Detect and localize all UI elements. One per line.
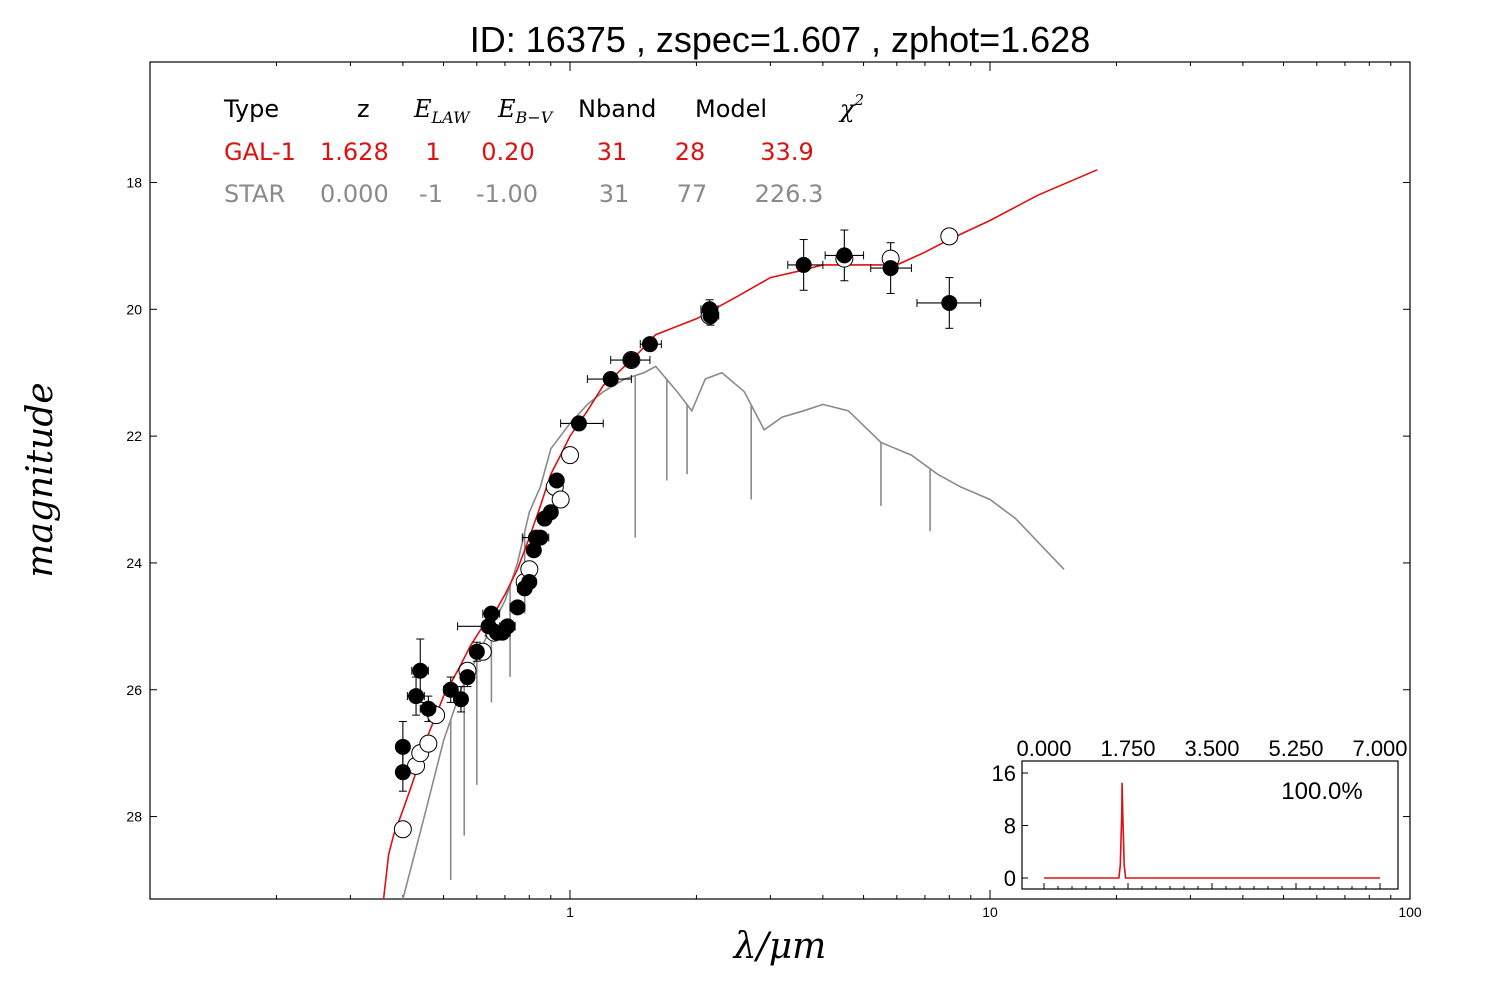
fit-table: Type z ELAW EB−V Nband Model χ2 GAL-1 1.… <box>223 91 864 208</box>
observed-point <box>570 415 587 432</box>
observed-point <box>882 260 899 277</box>
inset-x-tick-label: 3.500 <box>1184 736 1239 761</box>
y-axis-label: magnitude <box>20 382 61 577</box>
observed-point <box>941 294 958 311</box>
observed-point <box>623 352 640 369</box>
x-axis-label: λ/μm <box>732 926 826 967</box>
inset-x-tick-label: 7.000 <box>1352 736 1407 761</box>
inset-x-tick-label: 1.750 <box>1100 736 1155 761</box>
error-bars <box>398 229 982 792</box>
y-tick-label: 24 <box>126 555 142 571</box>
inset-axes: 0.000 1.750 3.500 5.250 7.000 0 8 16 <box>992 736 1408 891</box>
gal-chi2: 33.9 <box>760 138 813 166</box>
observed-point <box>420 700 437 717</box>
table-header-z: z <box>357 95 370 123</box>
observed-point <box>602 371 619 388</box>
observed-point <box>641 336 658 353</box>
observed-point <box>509 599 526 616</box>
observed-point <box>408 688 425 705</box>
model-photometry-points <box>393 227 959 839</box>
model-point <box>419 734 438 753</box>
observed-point <box>459 669 476 686</box>
table-header-ebv: EB−V <box>497 95 554 127</box>
observed-point <box>702 307 719 324</box>
inset-pdz-line <box>1044 782 1380 879</box>
observed-point <box>483 605 500 622</box>
inset-x-tick-label: 0.000 <box>1016 736 1071 761</box>
table-header-elaw: ELAW <box>413 95 471 127</box>
y-tick-label: 20 <box>126 301 142 317</box>
gal-model: 28 <box>675 138 706 166</box>
inset-x-tick-label: 5.250 <box>1268 736 1323 761</box>
gal-ebv: 0.20 <box>481 138 534 166</box>
observed-point <box>532 529 549 546</box>
observed-photometry-points <box>394 247 958 781</box>
gal-z: 1.628 <box>320 138 389 166</box>
galaxy-template-line <box>382 169 1098 900</box>
x-tick-label: 10 <box>982 904 998 920</box>
table-header-chi2: χ2 <box>838 91 864 123</box>
y-tick-label: 22 <box>126 428 142 444</box>
gal-elaw: 1 <box>425 138 440 166</box>
chart-title: ID: 16375 , zspec=1.607 , zphot=1.628 <box>470 19 1090 60</box>
inset-frame <box>1021 760 1399 890</box>
observed-point <box>548 472 565 489</box>
gal-nband: 31 <box>597 138 628 166</box>
observed-point <box>452 691 469 708</box>
gal-type: GAL-1 <box>224 138 296 166</box>
star-model: 77 <box>677 180 708 208</box>
observed-point <box>442 681 459 698</box>
plot-frame <box>149 61 1411 900</box>
star-z: 0.000 <box>320 180 389 208</box>
star-chi2: 226.3 <box>755 180 824 208</box>
inset-y-tick-label: 16 <box>992 761 1016 786</box>
inset-y-tick-label: 8 <box>1004 814 1016 839</box>
galaxy-template-path <box>382 169 1098 900</box>
star-type: STAR <box>224 180 285 208</box>
star-ebv: -1.00 <box>476 180 538 208</box>
observed-point <box>394 764 411 781</box>
observed-point <box>521 573 538 590</box>
inset-percentage: 100.0% <box>1281 778 1362 805</box>
table-header-type: Type <box>223 95 279 123</box>
table-row-star: STAR 0.000 -1 -1.00 31 77 226.3 <box>224 180 823 208</box>
table-header-nband: Nband <box>578 95 656 123</box>
pdz-inset: 0.000 1.750 3.500 5.250 7.000 0 8 16 100.0% <box>992 736 1408 891</box>
observed-point <box>499 618 516 635</box>
y-tick-label: 26 <box>126 682 142 698</box>
model-point <box>561 446 579 465</box>
table-header-model: Model <box>695 95 767 123</box>
y-tick-label: 18 <box>126 174 142 190</box>
inset-y-tick-label: 0 <box>1004 866 1016 891</box>
observed-point <box>394 738 411 755</box>
model-point <box>940 227 959 246</box>
observed-point <box>468 643 485 660</box>
star-nband: 31 <box>599 180 630 208</box>
table-row-gal: GAL-1 1.628 1 0.20 31 28 33.9 <box>224 138 814 166</box>
model-point <box>551 490 570 509</box>
x-tick-label: 100 <box>1398 904 1422 920</box>
x-tick-label: 1 <box>566 904 574 920</box>
y-tick-label: 28 <box>126 809 142 825</box>
observed-point <box>836 247 853 264</box>
observed-point <box>795 256 812 273</box>
observed-point <box>412 662 429 679</box>
model-point <box>393 820 412 839</box>
observed-point <box>542 504 559 521</box>
star-elaw: -1 <box>419 180 443 208</box>
